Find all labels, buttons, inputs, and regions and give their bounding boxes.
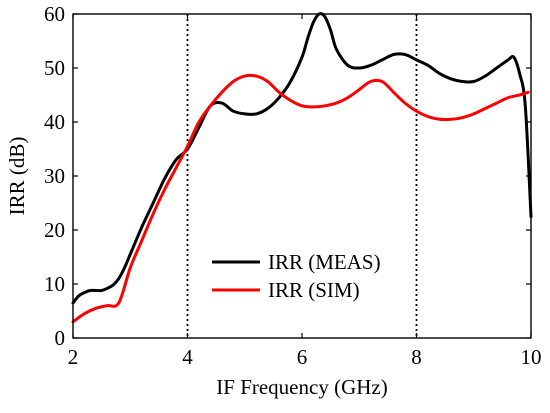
x-tick-labels: 2 4 6 8 10 xyxy=(68,345,542,369)
series-line-meas xyxy=(71,12,533,305)
series-lines xyxy=(71,12,533,324)
y-tick-label: 30 xyxy=(44,164,65,188)
x-tick-label: 10 xyxy=(521,345,542,369)
x-tick-label: 6 xyxy=(297,345,308,369)
legend-label-meas: IRR (MEAS) xyxy=(268,250,381,274)
y-tick-label: 20 xyxy=(44,218,65,242)
y-tick-labels: 0 10 20 30 40 50 60 xyxy=(44,2,65,350)
y-axis-label: IRR (dB) xyxy=(5,137,29,216)
legend-label-sim: IRR (SIM) xyxy=(268,278,360,302)
legend: IRR (MEAS) IRR (SIM) xyxy=(212,250,381,302)
x-axis-label: IF Frequency (GHz) xyxy=(216,375,387,399)
y-tick-label: 0 xyxy=(55,326,66,350)
y-tick-label: 50 xyxy=(44,56,65,80)
y-tick-label: 40 xyxy=(44,110,65,134)
x-tick-label: 2 xyxy=(68,345,79,369)
series-line-sim xyxy=(71,73,530,324)
reference-lines xyxy=(186,14,418,338)
y-tick-label: 60 xyxy=(44,2,65,26)
x-tick-label: 8 xyxy=(411,345,422,369)
y-tick-label: 10 xyxy=(44,272,65,296)
x-tick-label: 4 xyxy=(182,345,193,369)
tick-marks xyxy=(72,13,532,339)
